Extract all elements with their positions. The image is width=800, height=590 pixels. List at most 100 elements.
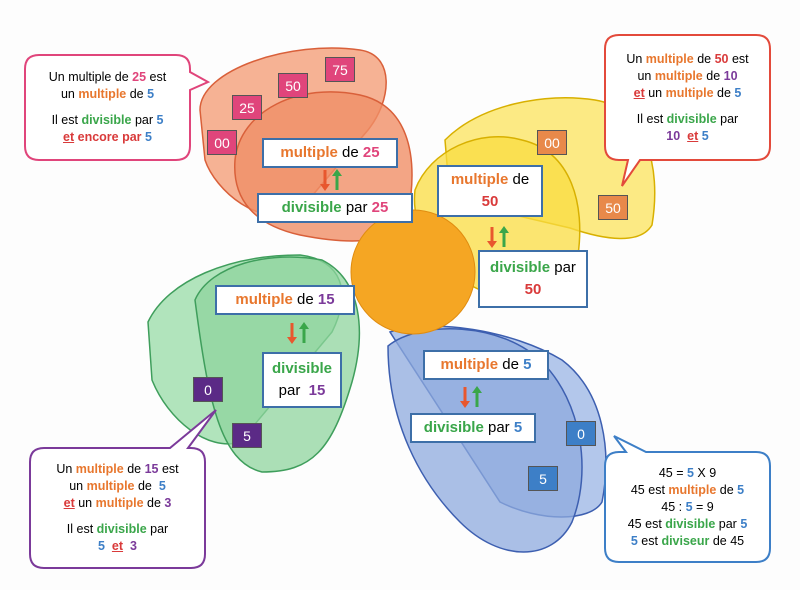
text-segment: et	[111, 539, 124, 553]
text-segment: 50	[524, 281, 542, 298]
text-line: 45 est multiple de 5	[628, 482, 748, 499]
text-segment: par	[131, 113, 157, 127]
text-segment: 5	[740, 516, 748, 531]
text-segment: de 45	[709, 533, 745, 548]
text-segment	[105, 539, 112, 553]
text-segment: 5	[630, 533, 638, 548]
text-segment: multiple	[668, 482, 717, 497]
text-segment: par	[146, 522, 169, 536]
text-segment: 10	[666, 128, 681, 143]
text-segment: diviseur	[661, 533, 710, 548]
text-segment: 25	[371, 199, 389, 216]
text-segment: 3	[164, 496, 172, 510]
text-segment: Il est	[636, 111, 667, 126]
text-segment: 25	[132, 70, 147, 84]
text-segment: 45 =	[658, 465, 687, 480]
paragraph: Un multiple de 25 est un multiple de 5	[49, 69, 166, 103]
text-segment: encore par	[74, 130, 146, 144]
speech-bubble: 45 = 5 X 9 45 est multiple de 5 45 : 5 = 9…	[607, 454, 768, 560]
text-segment: 5	[701, 128, 709, 143]
text-segment: 15	[317, 291, 335, 308]
text-segment: divisible	[81, 113, 132, 127]
text-segment: et	[633, 85, 645, 100]
text-segment: divisible	[665, 516, 716, 531]
text-line: 10 et 5	[637, 128, 738, 145]
text-line: Il est divisible par 5	[52, 112, 164, 129]
text-segment: de	[292, 291, 318, 308]
text-segment: multiple	[645, 51, 694, 66]
text-segment: multiple	[75, 462, 124, 476]
text-segment: de	[337, 144, 363, 161]
text-segment: par	[483, 419, 514, 436]
text-segment: Un	[626, 51, 646, 66]
text-line: et un multiple de 3	[56, 495, 178, 512]
number-tile: 50	[278, 73, 308, 98]
text-segment: multiple	[440, 356, 499, 373]
text-segment: de	[693, 51, 715, 66]
text-segment: est	[146, 70, 167, 84]
text-segment: divisible	[271, 360, 333, 377]
text-segment: multiple	[654, 68, 703, 83]
text-segment: par	[278, 382, 309, 399]
number-tile: 5	[232, 423, 262, 448]
text-segment: multiple	[280, 144, 338, 161]
number-tile: 00	[207, 130, 237, 155]
text-segment: 15	[144, 462, 159, 476]
text-segment: 45 est	[630, 482, 669, 497]
text-segment: multiple	[95, 496, 144, 510]
text-segment: 45 :	[661, 499, 686, 514]
text-line: Il est divisible par	[67, 521, 168, 538]
text-line: un multiple de 10	[626, 68, 748, 85]
paragraph: Il est divisible par 5 et encore par 5	[52, 112, 164, 146]
divisible-box: divisible par 50	[478, 250, 588, 308]
paragraph: 45 = 5 X 9 45 est multiple de 5 45 : 5 = 9…	[628, 465, 748, 550]
text-segment: 25	[362, 144, 380, 161]
text-line: Il est divisible par	[637, 111, 738, 128]
text-segment	[123, 539, 130, 553]
text-segment: un	[644, 85, 666, 100]
text-line: 45 = 5 X 9	[628, 465, 748, 482]
number-tile: 0	[566, 421, 596, 446]
paragraph: Il est divisible par 5 et 3	[67, 521, 168, 555]
text-line: 50	[482, 191, 499, 213]
text-line: et encore par 5	[52, 129, 164, 146]
text-segment: 15	[308, 382, 326, 399]
text-segment: de	[134, 479, 159, 493]
text-segment: 10	[723, 68, 738, 83]
text-segment: de	[498, 356, 524, 373]
text-segment: et	[63, 496, 75, 510]
text-segment: est	[728, 51, 749, 66]
text-line: multiple de	[451, 169, 529, 191]
divisible-box: divisible par 25	[257, 193, 413, 223]
text-line: 5 et 3	[67, 538, 168, 555]
text-segment: par	[715, 516, 741, 531]
text-line: Un multiple de 25 est	[49, 69, 166, 86]
text-line: divisible par 5	[424, 417, 522, 439]
text-segment: est	[158, 462, 179, 476]
speech-bubble: Un multiple de 50 est un multiple de 10 et…	[607, 37, 768, 158]
number-tile: 5	[528, 466, 558, 491]
text-segment: divisible	[96, 522, 147, 536]
text-segment: de	[716, 482, 738, 497]
text-segment: par	[341, 199, 372, 216]
arrows	[287, 169, 509, 408]
divisible-box: divisible par 15	[262, 352, 342, 408]
text-line: multiple de 15	[235, 289, 334, 311]
text-segment: et	[63, 130, 75, 144]
text-line: un multiple de 5	[56, 478, 178, 495]
text-segment: 3	[130, 539, 137, 553]
text-segment: de	[508, 171, 530, 188]
text-segment: par	[550, 259, 576, 276]
text-segment: de	[143, 496, 165, 510]
number-tile: 50	[598, 195, 628, 220]
text-line: multiple de 25	[280, 142, 379, 164]
text-segment: 5	[158, 479, 166, 493]
number-tile: 25	[232, 95, 262, 120]
text-segment: 5	[523, 356, 532, 373]
text-segment: 50	[714, 51, 729, 66]
text-segment: un	[74, 496, 96, 510]
text-line: 45 : 5 = 9	[628, 499, 748, 516]
text-line: 45 est divisible par 5	[628, 516, 748, 533]
text-segment: multiple	[86, 479, 135, 493]
